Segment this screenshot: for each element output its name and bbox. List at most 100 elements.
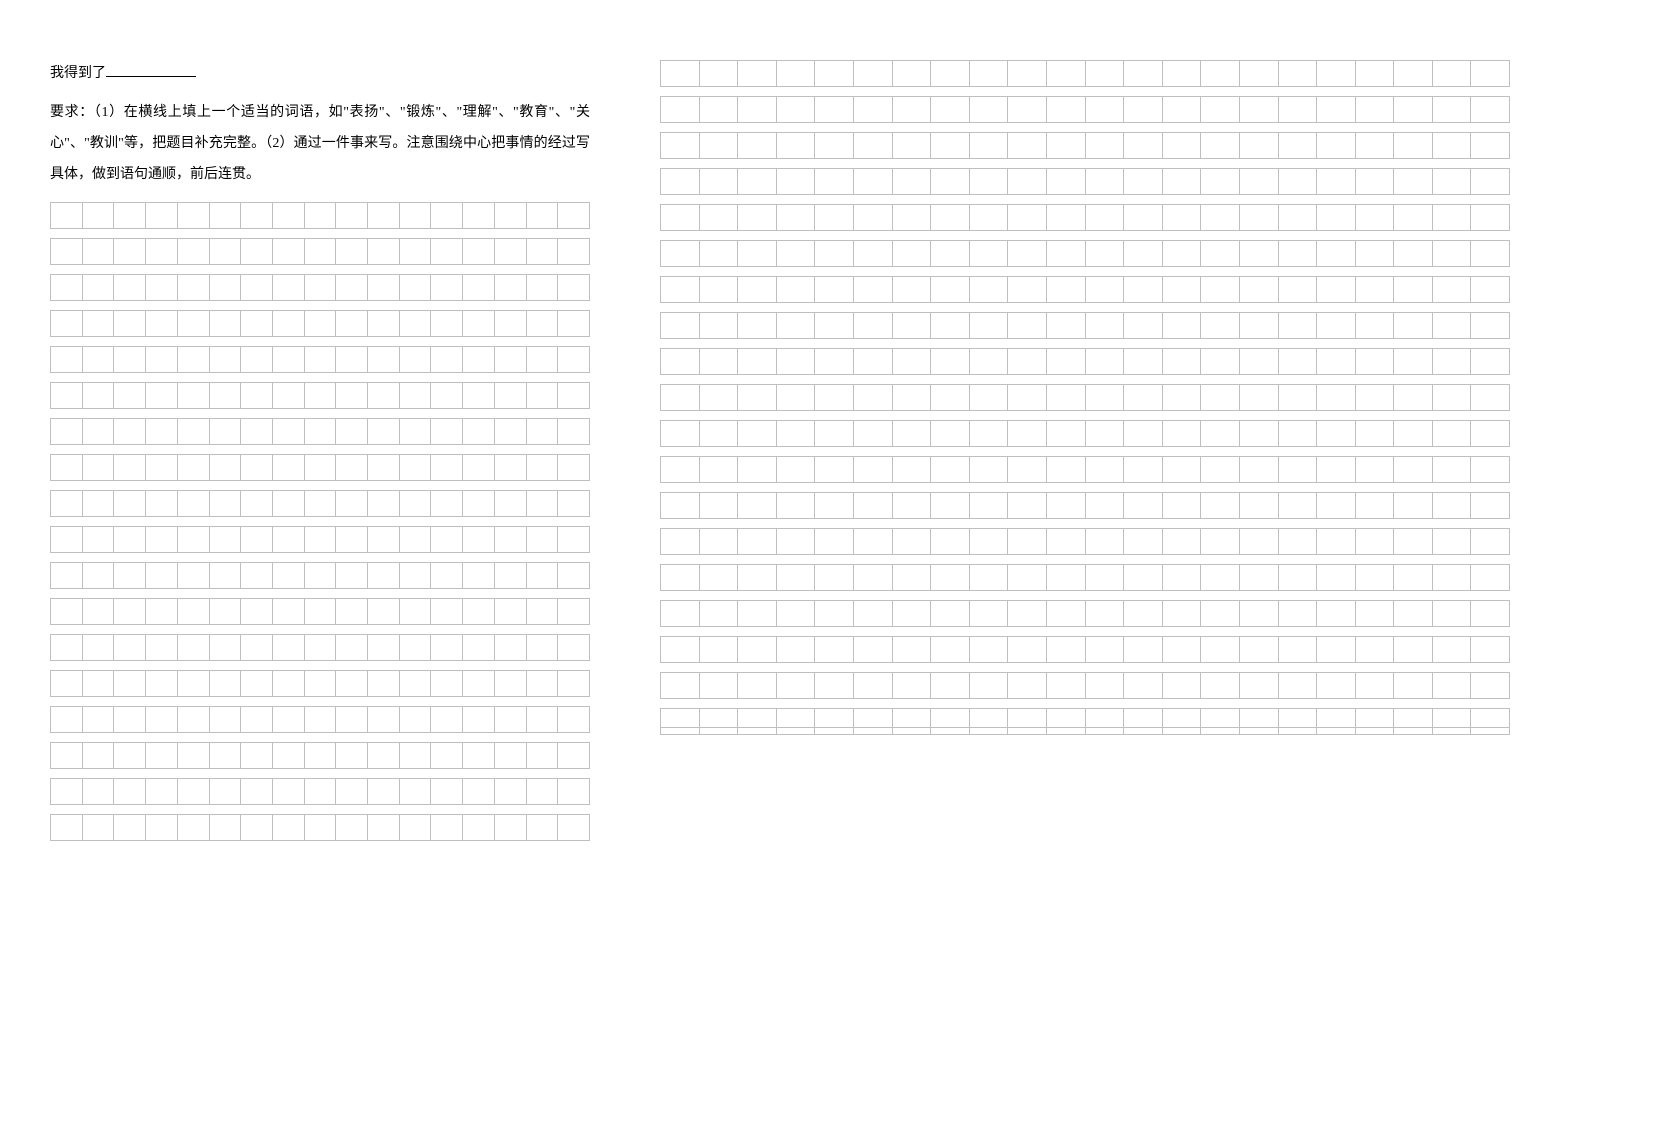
grid-cell: [737, 169, 776, 194]
grid-cell: [699, 709, 738, 734]
grid-cell: [335, 203, 367, 228]
grid-cell: [430, 779, 462, 804]
grid-cell: [1239, 205, 1278, 230]
grid-cell: [1007, 457, 1046, 482]
grid-cell: [1393, 565, 1432, 590]
grid-cell: [113, 779, 145, 804]
grid-cell: [557, 635, 590, 660]
grid-cell: [304, 383, 336, 408]
grid-cell: [660, 709, 699, 734]
grid-row: [660, 564, 1510, 591]
grid-cell: [1316, 205, 1355, 230]
grid-cell: [814, 637, 853, 662]
grid-cell: [177, 527, 209, 552]
grid-cell: [699, 601, 738, 626]
grid-cell: [526, 347, 558, 372]
grid-cell: [776, 601, 815, 626]
grid-cell: [969, 529, 1008, 554]
grid-cell: [699, 637, 738, 662]
grid-cell: [367, 455, 399, 480]
grid-row: [660, 132, 1510, 159]
grid-row: [660, 96, 1510, 123]
grid-cell: [1162, 133, 1201, 158]
grid-cell: [814, 709, 853, 734]
grid-cell: [1316, 133, 1355, 158]
grid-cell: [892, 457, 931, 482]
grid-cell: [892, 313, 931, 338]
grid-cell: [969, 709, 1008, 734]
grid-cell: [50, 779, 82, 804]
grid-cell: [1470, 61, 1510, 86]
grid-cell: [367, 239, 399, 264]
grid-cell: [272, 419, 304, 444]
grid-cell: [1200, 565, 1239, 590]
grid-cell: [853, 385, 892, 410]
grid-cell: [399, 347, 431, 372]
grid-cell: [82, 815, 114, 840]
grid-cell: [892, 673, 931, 698]
grid-cell: [82, 491, 114, 516]
grid-cell: [1123, 565, 1162, 590]
grid-cell: [399, 815, 431, 840]
grid-cell: [1007, 61, 1046, 86]
grid-cell: [82, 383, 114, 408]
grid-cell: [660, 313, 699, 338]
grid-cell: [969, 97, 1008, 122]
grid-cell: [814, 349, 853, 374]
grid-cell: [1200, 637, 1239, 662]
grid-cell: [462, 311, 494, 336]
grid-cell: [430, 347, 462, 372]
grid-cell: [335, 347, 367, 372]
left-column: 我得到了 要求：（1）在横线上填上一个适当的词语，如"表扬"、"锻炼"、"理解"…: [50, 60, 590, 841]
grid-cell: [335, 635, 367, 660]
grid-cell: [50, 383, 82, 408]
grid-cell: [1316, 313, 1355, 338]
grid-cell: [1355, 61, 1394, 86]
grid-cell: [304, 203, 336, 228]
grid-cell: [557, 203, 590, 228]
grid-cell: [82, 635, 114, 660]
grid-cell: [1123, 637, 1162, 662]
grid-cell: [240, 275, 272, 300]
grid-cell: [1162, 637, 1201, 662]
grid-cell: [1046, 529, 1085, 554]
grid-cell: [462, 815, 494, 840]
grid-cell: [1278, 709, 1317, 734]
grid-cell: [1046, 349, 1085, 374]
grid-cell: [209, 743, 241, 768]
grid-cell: [969, 601, 1008, 626]
grid-cell: [82, 419, 114, 444]
grid-cell: [272, 491, 304, 516]
grid-cell: [240, 779, 272, 804]
grid-cell: [1007, 565, 1046, 590]
grid-cell: [399, 707, 431, 732]
grid-cell: [462, 455, 494, 480]
grid-cell: [1355, 277, 1394, 302]
grid-cell: [557, 671, 590, 696]
grid-cell: [969, 349, 1008, 374]
grid-cell: [1432, 493, 1471, 518]
grid-cell: [430, 383, 462, 408]
grid-cell: [1085, 61, 1124, 86]
grid-cell: [335, 383, 367, 408]
grid-cell: [853, 637, 892, 662]
grid-cell: [272, 563, 304, 588]
grid-cell: [145, 635, 177, 660]
grid-cell: [776, 457, 815, 482]
grid-cell: [1123, 313, 1162, 338]
grid-cell: [1162, 205, 1201, 230]
grid-cell: [209, 203, 241, 228]
grid-cell: [272, 239, 304, 264]
title-blank: [106, 76, 196, 77]
grid-cell: [969, 385, 1008, 410]
grid-cell: [526, 419, 558, 444]
grid-cell: [1046, 205, 1085, 230]
grid-cell: [82, 203, 114, 228]
grid-row: [660, 312, 1510, 339]
grid-cell: [1200, 241, 1239, 266]
grid-cell: [814, 313, 853, 338]
grid-cell: [1200, 277, 1239, 302]
grid-cell: [526, 275, 558, 300]
grid-cell: [430, 419, 462, 444]
grid-cell: [82, 779, 114, 804]
